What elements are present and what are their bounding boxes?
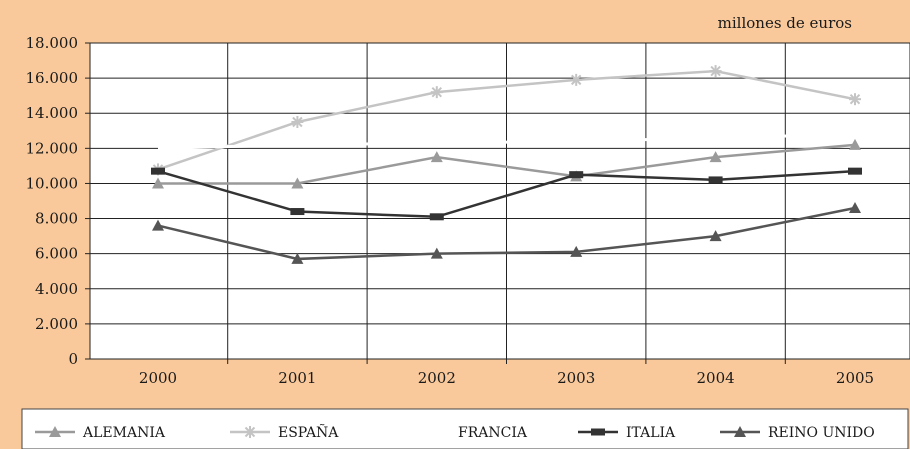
point-marker	[570, 245, 583, 257]
legend-label: ITALIA	[626, 425, 676, 441]
y-tick-label: 2.000	[35, 315, 78, 333]
point-marker	[849, 202, 861, 214]
point-marker	[570, 73, 583, 86]
y-tick-label: 8.000	[35, 210, 78, 228]
y-tick-label: 4.000	[35, 280, 78, 298]
point-marker	[708, 176, 723, 184]
legend-item-reino-unido: REINO UNIDO	[720, 425, 875, 441]
legend-label: ALEMANIA	[82, 425, 166, 441]
legend-item-españa: ESPAÑA	[230, 423, 339, 441]
point-marker	[152, 177, 164, 189]
x-tick-label: 2000	[139, 369, 177, 387]
point-marker	[709, 230, 722, 242]
series-reino-unido	[152, 202, 861, 264]
series-line	[157, 169, 856, 219]
point-marker	[244, 426, 256, 438]
point-marker	[430, 86, 443, 99]
point-marker	[291, 116, 304, 128]
point-marker	[429, 213, 444, 221]
series-line	[157, 69, 856, 171]
legend-label: FRANCIA	[458, 425, 528, 441]
y-tick-label: 0	[68, 350, 78, 368]
x-tick-label: 2003	[557, 369, 595, 387]
y-tick-label: 16.000	[26, 69, 79, 87]
y-tick-label: 14.000	[26, 104, 79, 122]
point-marker	[849, 138, 861, 150]
series-line	[158, 143, 856, 185]
point-marker	[430, 247, 443, 259]
series-italia	[151, 167, 862, 221]
series-francia	[157, 132, 856, 150]
point-marker	[709, 65, 722, 78]
series-line	[157, 206, 856, 261]
point-marker	[569, 171, 584, 179]
point-marker	[734, 426, 746, 437]
point-marker	[291, 177, 304, 189]
legend-label: REINO UNIDO	[768, 425, 875, 441]
point-marker	[152, 219, 164, 231]
y-tick-label: 6.000	[35, 245, 78, 263]
legend-label: ESPAÑA	[278, 423, 339, 441]
plot-area	[89, 42, 910, 360]
point-marker	[591, 428, 605, 436]
legend-box	[21, 408, 909, 449]
y-axis-ticks: 0 2.000 4.000 6.000 8.000 10.000 12.000 14.000 1…	[26, 34, 90, 368]
point-marker	[709, 151, 722, 163]
point-marker	[849, 93, 861, 106]
legend-item-francia: FRANCIA	[410, 425, 528, 441]
x-axis-ticks: 2000 2001 2002 2003 2004 2005	[139, 359, 874, 387]
legend: ALEMANIA ESPAÑA FRANCIA ITALIA REINO UNIDO	[35, 423, 875, 441]
y-tick-label: 12.000	[26, 139, 79, 157]
point-marker	[430, 151, 443, 163]
x-tick-label: 2001	[278, 369, 316, 387]
series-lines	[151, 65, 862, 264]
y-tick-label: 10.000	[26, 174, 79, 192]
point-marker	[49, 426, 61, 437]
y-tick-label: 18.000	[26, 34, 79, 52]
legend-item-italia: ITALIA	[578, 425, 676, 441]
series-alemania	[152, 138, 861, 189]
point-marker	[291, 252, 304, 264]
series-line	[157, 132, 856, 150]
x-tick-label: 2004	[697, 369, 735, 387]
x-tick-label: 2005	[836, 369, 874, 387]
unit-label: millones de euros	[718, 14, 852, 32]
x-tick-label: 2002	[418, 369, 456, 387]
point-marker	[290, 208, 305, 216]
point-marker	[848, 167, 862, 175]
legend-item-alemania: ALEMANIA	[35, 425, 166, 441]
point-marker	[151, 167, 165, 175]
